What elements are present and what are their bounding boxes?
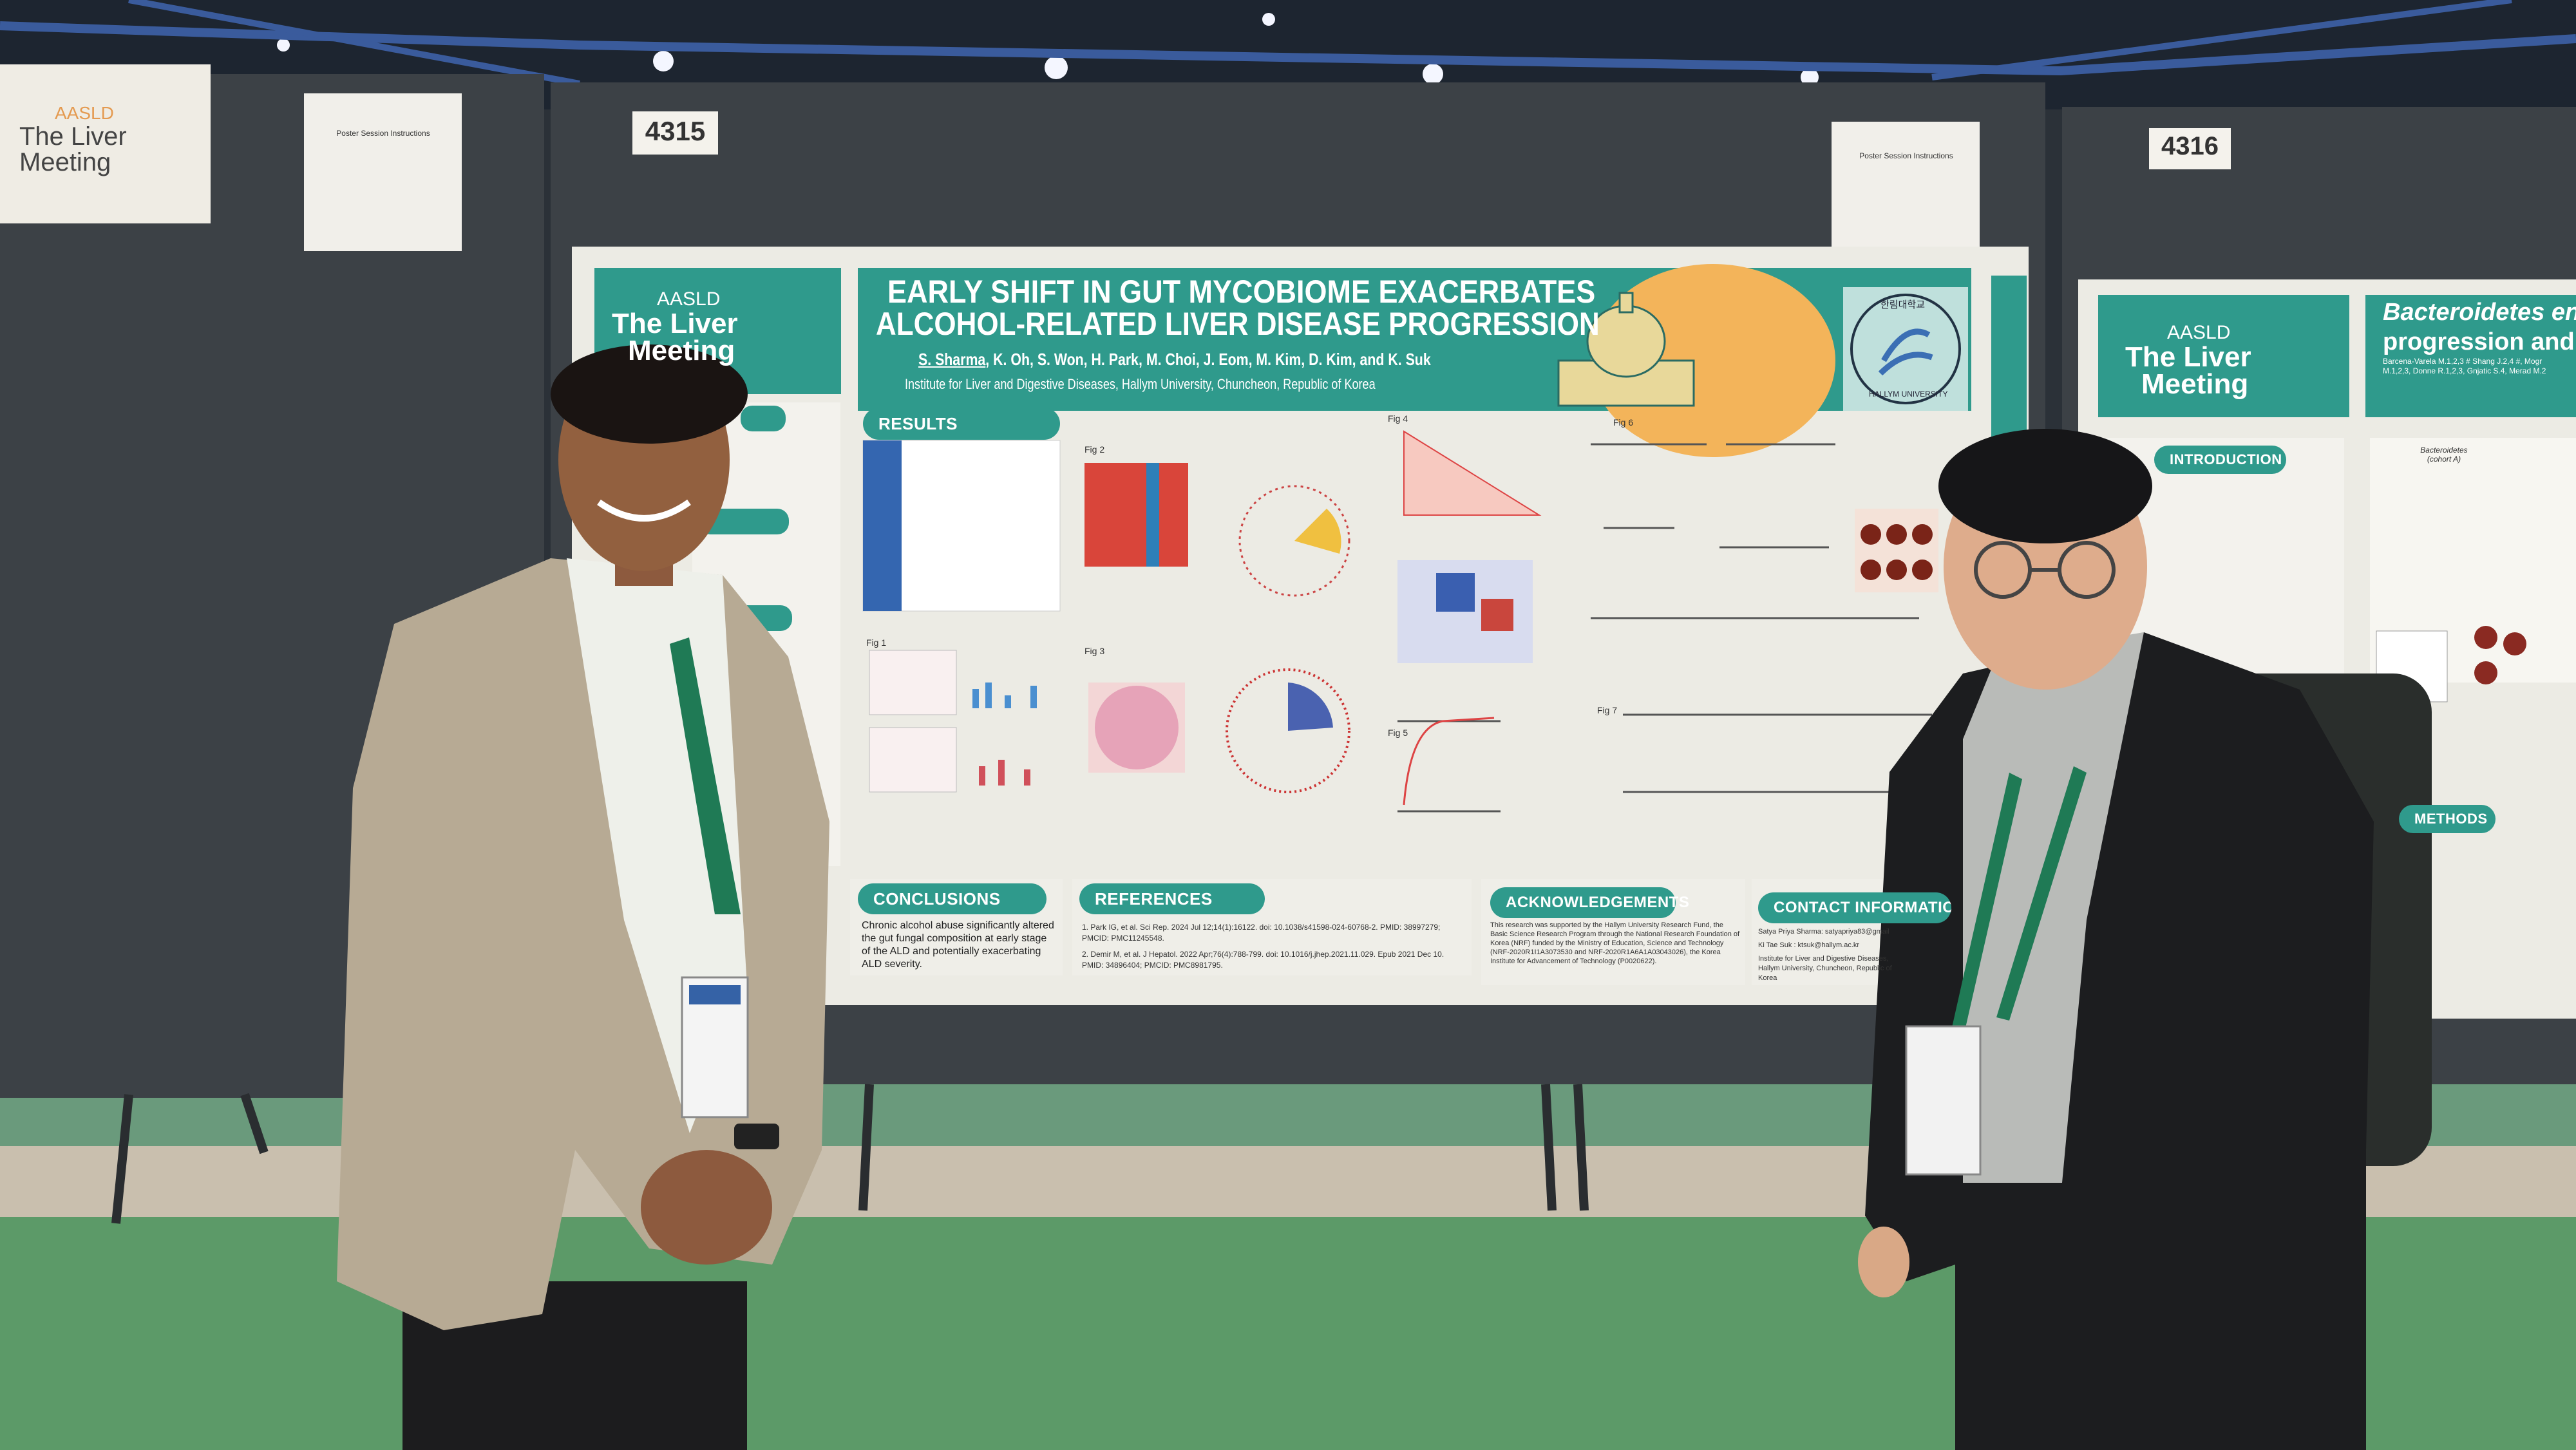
acknowledgements-text: This research was supported by the Hally…: [1490, 921, 1740, 965]
truss-lights: [277, 13, 1819, 86]
logo-line2: Meeting: [2141, 368, 2249, 400]
fig-label: Fig 3: [1084, 646, 1105, 656]
conclusions-heading: CONCLUSIONS: [858, 883, 1046, 914]
poster-aasld-logo: AASLD The Liver Meeting: [612, 288, 738, 366]
fig-label: Fig 5: [1388, 728, 1408, 738]
contact-line: Institute for Liver and Digestive Diseas…: [1758, 955, 1892, 982]
booth-number-4316: 4316: [2161, 132, 2219, 160]
title-line2: ALCOHOL-RELATED LIVER DISEASE PROGRESSIO…: [876, 306, 1600, 342]
sign-line2: Meeting: [19, 148, 111, 176]
references-list: 1. Park IG, et al. Sci Rep. 2024 Jul 12;…: [1082, 922, 1462, 971]
results-heading: RESULTS: [863, 408, 1060, 440]
references-heading: REFERENCES: [1079, 883, 1265, 914]
affiliation-text: Institute for Liver and Digestive Diseas…: [905, 376, 1376, 392]
introduction-heading: INTRODUCTION: [2154, 446, 2286, 474]
booth-number-4315: 4315: [645, 116, 706, 146]
right-figure-label: Bacteroidetes (cohort A): [2420, 446, 2468, 464]
hallym-logo-box: [1843, 287, 1968, 411]
sign-line1: The Liver: [19, 122, 127, 151]
notice-title-center: Poster Session Instructions: [1859, 151, 1953, 160]
booth-number-plate: [632, 111, 718, 155]
contact-heading: CONTACT INFORMATION: [1758, 892, 1951, 923]
contact-lines: Satya Priya Sharma: satyapriya83@gmail K…: [1758, 927, 1906, 983]
fig-label: Fig 6: [1613, 417, 1634, 428]
person-right: [1858, 429, 2432, 1450]
capitol-dome-graphic: [1557, 292, 1695, 407]
contact-line: Ki Tae Suk : ktsuk@hallym.ac.kr: [1758, 941, 1860, 949]
reference-item: 1. Park IG, et al. Sci Rep. 2024 Jul 12;…: [1082, 923, 1441, 943]
left-sign-logo: AASLD The Liver Meeting: [19, 103, 127, 175]
presenting-author: S. Sharma: [918, 350, 986, 369]
poster-authors: S. Sharma, K. Oh, S. Won, H. Park, M. Ch…: [918, 350, 1543, 370]
notice-sheet-center: [1832, 122, 1980, 268]
logo-line1: The Liver: [2125, 341, 2251, 373]
fig-label: Fig 4: [1388, 413, 1408, 424]
fig-label: Fig 1: [866, 637, 887, 648]
logo-org: AASLD: [2167, 322, 2231, 343]
fig-label: Fig 2: [1084, 444, 1105, 455]
hallym-logo-english: HALLYM UNIVERSITY: [1869, 390, 1948, 399]
logo-line1: The Liver: [612, 308, 738, 339]
methods-heading: METHODS: [2399, 805, 2496, 833]
board-legs: [111, 1084, 1589, 1224]
results-figures: [862, 430, 1938, 813]
fig-label: Fig 7: [1597, 705, 1618, 715]
title-line1: Bacteroidetes en: [2383, 299, 2576, 326]
person-left: [337, 344, 829, 1450]
notice-sheet-left: [304, 93, 462, 251]
right-poster-aasld-logo: AASLD The Liver Meeting: [2125, 322, 2251, 400]
sun-graphic: [1591, 264, 1835, 457]
other-authors: , K. Oh, S. Won, H. Park, M. Choi, J. Eo…: [985, 350, 1431, 369]
authors-line2: M.1,2,3, Donne R.1,2,3, Gnjatic S.4, Mer…: [2383, 366, 2546, 375]
right-poster-title: Bacteroidetes en progression and Barcena…: [2383, 297, 2576, 376]
notice-title-left: Poster Session Instructions: [336, 129, 430, 138]
poster-affiliation: Institute for Liver and Digestive Diseas…: [905, 376, 1479, 393]
poster-title: EARLY SHIFT IN GUT MYCOBIOME EXACERBATES…: [876, 274, 1698, 340]
hallym-logo-korean: 한림대학교: [1880, 299, 1926, 310]
title-line1: EARLY SHIFT IN GUT MYCOBIOME EXACERBATES: [887, 274, 1596, 310]
sign-org: AASLD: [55, 103, 114, 123]
booth-number-plate: [2149, 128, 2231, 169]
contact-line: Satya Priya Sharma: satyapriya83@gmail: [1758, 928, 1889, 936]
authors-line1: Barcena-Varela M.1,2,3 # Shang J.2,4 #, …: [2383, 357, 2543, 366]
logo-org: AASLD: [657, 288, 721, 310]
acknowledgements-heading: ACKNOWLEDGEMENTS: [1490, 887, 1689, 918]
reference-item: 2. Demir M, et al. J Hepatol. 2022 Apr;7…: [1082, 950, 1444, 970]
logo-line2: Meeting: [628, 335, 735, 366]
left-sign: [0, 64, 211, 223]
title-line2: progression and: [2383, 328, 2575, 355]
conclusions-text: Chronic alcohol abuse significantly alte…: [862, 920, 1054, 970]
